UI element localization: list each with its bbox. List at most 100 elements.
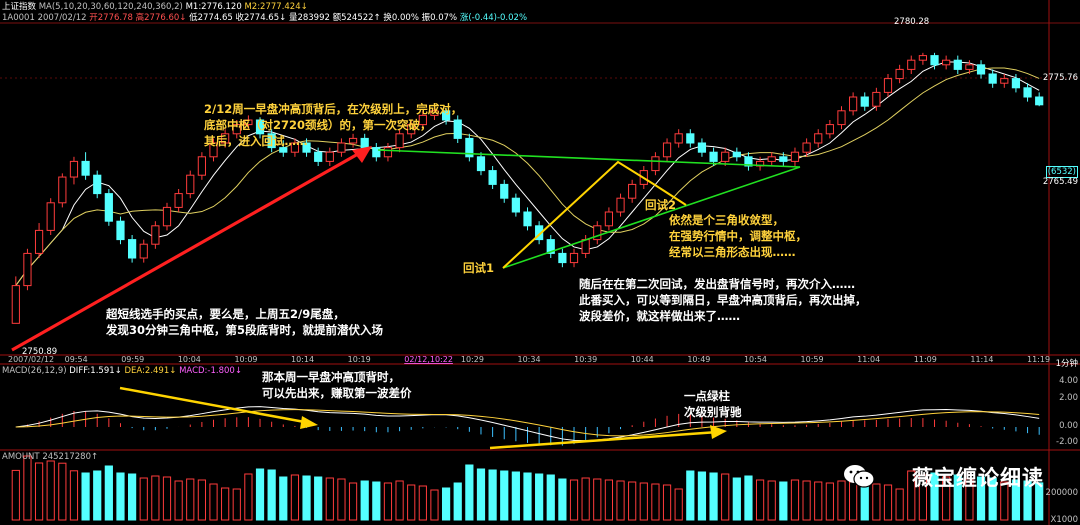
macd-tick-0: 0.00 [1059, 421, 1078, 431]
macd-diff: DIFF:1.591↓ [69, 366, 122, 376]
volume-bar [46, 460, 55, 521]
volume-bar [686, 470, 695, 521]
candle-body [965, 64, 974, 70]
candle-body [23, 252, 32, 287]
volume-bar [232, 488, 241, 521]
volume-bar [407, 484, 416, 521]
volume-bar [302, 475, 311, 521]
candle-body [558, 252, 567, 264]
candle-body [407, 124, 416, 135]
volume-bar [290, 474, 300, 521]
volume-bar [942, 476, 951, 521]
volume-bar [58, 462, 67, 521]
x-tick-label: 09:59 [121, 355, 144, 364]
volume-bar [569, 479, 579, 521]
candle-body [581, 239, 590, 254]
price-mark-label: (6532) [1045, 166, 1078, 178]
high-value: 高2776.60↓ [135, 13, 187, 23]
candle-body [267, 133, 276, 149]
volume-bar [511, 471, 520, 521]
candle-body [93, 174, 102, 195]
price-top-label: 2775.76 [1042, 73, 1078, 83]
candle-body [11, 285, 20, 324]
volume-bar [395, 480, 404, 521]
triangle-upper-line [377, 149, 801, 168]
candle-body [139, 243, 148, 259]
candle-body [721, 151, 730, 162]
candle-body [709, 151, 718, 162]
volume-bar [593, 478, 602, 521]
candle-body [34, 229, 44, 254]
candle-body [58, 176, 67, 204]
candle-body [441, 110, 451, 121]
candle-body [616, 197, 625, 213]
index-title: 上证指数 [2, 2, 37, 12]
annotation-test1: 回试1 [463, 261, 495, 275]
trend-arrow-head [352, 146, 372, 163]
watermark-text: 薇宝缠论细读 [912, 466, 1044, 490]
volume-bar [697, 471, 707, 521]
change-value: 涨(-0.44)-0.02% [459, 13, 528, 23]
candle-body [1023, 87, 1032, 98]
volume-bar [453, 482, 462, 521]
volume-bar [895, 488, 904, 521]
x-tick-label: 10:49 [687, 355, 710, 364]
volume-bar [825, 482, 834, 521]
x-tick-label: 09:54 [65, 355, 88, 364]
volume-bar [674, 488, 683, 521]
date-label: 2007/02/12 [37, 13, 87, 23]
amount-value: 额524522↑ [332, 13, 381, 23]
candle-body [418, 114, 427, 126]
triangle-lower-line [502, 166, 801, 269]
volume-bar [883, 484, 893, 521]
candle-body [104, 193, 113, 222]
candle-body [500, 183, 509, 199]
volume-bar [767, 480, 776, 521]
zigzag-tail [654, 184, 687, 206]
wechat-icon [844, 465, 875, 488]
volume-bar [151, 475, 160, 521]
volume-bar [360, 480, 369, 521]
candle-body [651, 156, 660, 172]
volume-bar [337, 478, 346, 521]
volume-bar [628, 481, 637, 521]
volume-bar [348, 482, 358, 521]
candle-body [1000, 78, 1009, 84]
candle-body [488, 170, 497, 185]
m2-value: M2:2777.424↓ [244, 2, 308, 12]
macd-tick-2: 2.00 [1059, 393, 1078, 403]
volume-bar [1000, 481, 1009, 521]
header-row-1: 上证指数 MA(5,10,20,30,60,120,240,360,2) M1:… [2, 0, 308, 12]
candle-body [523, 211, 532, 227]
volume-bar [81, 472, 90, 521]
volume-bar [1035, 482, 1044, 521]
candle-body [372, 147, 381, 158]
x-tick-label: 10:44 [631, 355, 654, 364]
volume-bar [244, 473, 253, 521]
volume-bar [581, 477, 590, 521]
macd-dea-line [15, 409, 1040, 437]
volume-bar [93, 470, 102, 521]
candle-body [314, 151, 323, 162]
candle-body [953, 59, 962, 70]
ma-label: MA(5,10,20,30,60,120,240,360,2) [38, 2, 183, 12]
ma10-line [15, 67, 1040, 286]
candle-body [988, 73, 997, 84]
candle-body [628, 183, 637, 199]
x-tick-label: 11:04 [857, 355, 880, 364]
candle-body [395, 133, 404, 149]
candle-body [779, 156, 788, 162]
macd-tick-neg2: -2.00 [1056, 437, 1078, 447]
candle-body [81, 160, 90, 176]
volume-bar [755, 479, 765, 521]
x-tick-label: 10:04 [178, 355, 201, 364]
turnover-value: 换0.00% [383, 13, 419, 23]
candle-body [837, 110, 846, 126]
amplitude-value: 振0.07% [421, 13, 458, 23]
volume-bar [639, 482, 648, 521]
candle-body [151, 225, 160, 245]
x-tick-label: 10:14 [291, 355, 314, 364]
candle-body [849, 96, 858, 112]
